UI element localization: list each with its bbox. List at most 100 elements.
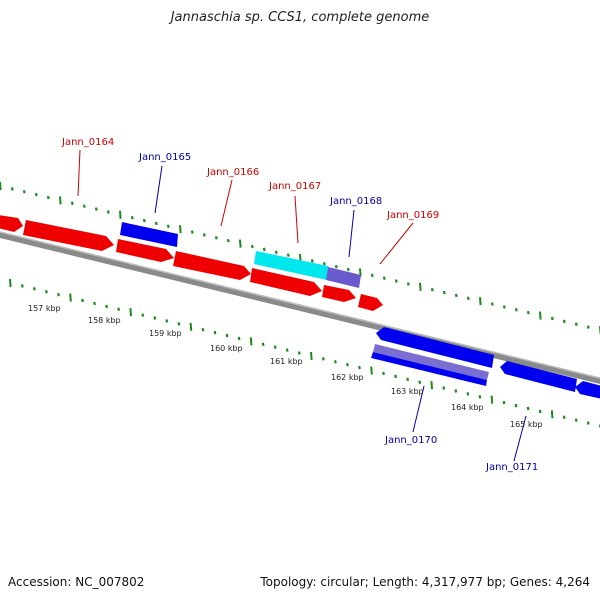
- minor-tick: [478, 395, 482, 399]
- gene-arrow[interactable]: [575, 381, 600, 399]
- gene-label[interactable]: Jann_0169: [386, 210, 439, 221]
- minor-tick: [226, 239, 230, 243]
- minor-tick: [130, 215, 134, 220]
- gene-arrow-jann-0169[interactable]: [322, 285, 356, 302]
- minor-tick: [406, 282, 410, 286]
- scale-tick-label: 157 kbp: [28, 304, 61, 313]
- minor-tick: [466, 296, 470, 301]
- minor-tick: [165, 319, 169, 323]
- minor-tick: [166, 224, 170, 229]
- minor-tick: [574, 322, 578, 326]
- gene-arrow-jann-0168-highlight[interactable]: [326, 267, 361, 288]
- minor-tick: [406, 377, 410, 382]
- minor-tick: [526, 311, 530, 315]
- minor-tick: [346, 267, 350, 272]
- minor-tick: [502, 400, 506, 405]
- gene-arrow-jann-0171[interactable]: [500, 361, 577, 392]
- minor-tick: [225, 333, 229, 338]
- gene-arrow-jann-0168[interactable]: [250, 268, 322, 296]
- gene-arrow-jann-0166[interactable]: [173, 251, 251, 280]
- minor-tick: [334, 360, 337, 364]
- minor-tick: [177, 322, 181, 326]
- accession-text: Accession: NC_007802: [8, 575, 145, 589]
- minor-tick: [418, 380, 422, 384]
- minor-tick: [334, 264, 338, 269]
- gene-label[interactable]: Jann_0165: [138, 152, 191, 163]
- label-leader-line: [412, 385, 425, 433]
- minor-tick: [346, 362, 349, 367]
- minor-tick: [358, 365, 361, 370]
- minor-tick: [286, 253, 290, 257]
- minor-tick: [502, 305, 506, 309]
- minor-tick: [81, 298, 84, 303]
- minor-tick: [273, 345, 277, 349]
- major-tick: [0, 181, 2, 191]
- label-leader-line: [294, 195, 299, 244]
- scale-tick-label: 162 kbp: [331, 373, 364, 382]
- gene-arrow-jann-0167[interactable]: [116, 239, 174, 262]
- gene-labels: Jann_0164 Jann_0165 Jann_0166 Jann_0167 Jann…: [61, 137, 538, 473]
- gene-label[interactable]: Jann_0164: [61, 137, 114, 148]
- gene-arrow-jann-0170[interactable]: [376, 327, 494, 368]
- minor-tick: [562, 319, 566, 324]
- minor-tick: [34, 192, 38, 197]
- major-tick: [129, 308, 133, 317]
- minor-tick: [550, 316, 554, 321]
- gene-label[interactable]: Jann_0170: [384, 435, 437, 446]
- major-tick: [239, 239, 242, 248]
- minor-tick: [142, 218, 146, 223]
- gene-arrow[interactable]: [371, 352, 487, 386]
- minor-tick: [586, 325, 590, 329]
- minor-tick: [466, 392, 470, 396]
- minor-tick: [454, 389, 458, 393]
- label-leader-line: [220, 179, 233, 227]
- scale-tick-label: 159 kbp: [149, 329, 182, 338]
- minor-tick: [382, 371, 385, 376]
- minor-tick: [154, 221, 158, 226]
- major-tick: [550, 410, 554, 419]
- gene-arrow-jann-0164[interactable]: [23, 220, 114, 251]
- scale-tick-label: 165 kbp: [510, 420, 543, 429]
- major-tick: [249, 337, 253, 346]
- minor-tick: [562, 415, 566, 419]
- major-tick: [539, 311, 542, 320]
- gene-label[interactable]: Jann_0168: [329, 196, 382, 207]
- minor-tick: [454, 293, 458, 298]
- gene-arrow[interactable]: [358, 294, 383, 311]
- major-tick: [310, 351, 313, 361]
- minor-tick: [141, 313, 145, 317]
- minor-tick: [190, 230, 194, 234]
- minor-tick: [213, 330, 217, 335]
- minor-tick: [538, 409, 542, 414]
- gene-arrow[interactable]: [373, 344, 489, 380]
- scale-tick-label: 163 kbp: [391, 387, 424, 396]
- minor-tick: [237, 336, 241, 341]
- minor-tick: [261, 342, 265, 347]
- minor-tick: [490, 302, 494, 306]
- minor-tick: [394, 279, 398, 283]
- gene-label[interactable]: Jann_0166: [206, 167, 259, 178]
- minor-tick: [322, 262, 326, 266]
- major-tick: [9, 278, 12, 288]
- gene-label[interactable]: Jann_0171: [485, 462, 538, 473]
- gene-arrow-jann-0167-highlight[interactable]: [254, 251, 328, 280]
- major-tick: [179, 225, 182, 234]
- minor-tick: [82, 204, 86, 208]
- label-leader-line: [154, 165, 163, 214]
- minor-tick: [70, 201, 74, 205]
- genome-summary: Topology: circular; Length: 4,317,977 bp…: [260, 575, 590, 589]
- label-leader-line: [77, 149, 81, 197]
- minor-tick: [442, 386, 446, 390]
- major-tick: [430, 381, 434, 390]
- minor-tick: [586, 421, 590, 425]
- minor-tick: [514, 403, 518, 408]
- major-tick: [119, 210, 122, 219]
- gene-label[interactable]: Jann_0167: [268, 181, 321, 192]
- minor-tick: [153, 316, 157, 320]
- page-title: Jannaschia sp. CCS1, complete genome: [170, 10, 430, 25]
- minor-tick: [10, 187, 14, 191]
- minor-tick: [526, 406, 530, 411]
- gene-arrow-jann-0165[interactable]: [120, 222, 178, 247]
- gene-arrow[interactable]: [0, 215, 23, 232]
